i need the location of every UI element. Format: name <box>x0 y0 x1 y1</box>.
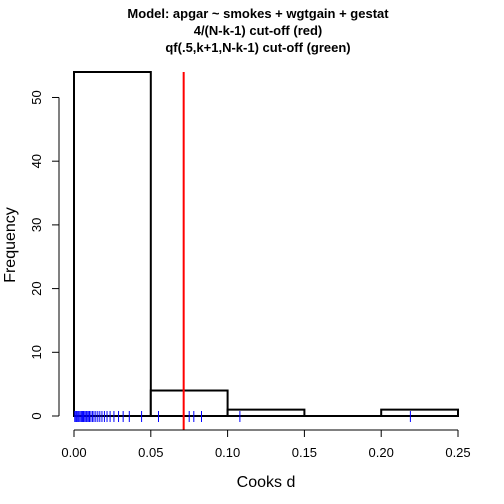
x-tick-label-3: 0.15 <box>292 445 317 460</box>
x-tick-label-1: 0.05 <box>138 445 163 460</box>
x-axis-label: Cooks d <box>237 474 296 491</box>
histogram-bar-0 <box>74 72 151 416</box>
y-tick-label-5: 50 <box>29 90 44 104</box>
y-axis: 0 10 20 30 40 50 <box>29 90 59 419</box>
y-tick-label-0: 0 <box>29 412 44 419</box>
chart-title-line-3: qf(.5,k+1,N-k-1) cut-off (green) <box>165 40 350 55</box>
x-tick-label-4: 0.20 <box>369 445 394 460</box>
y-axis-label: Frequency <box>2 207 19 283</box>
x-tick-label-5: 0.25 <box>445 445 470 460</box>
histogram-bar-4 <box>381 410 458 416</box>
x-tick-label-0: 0.00 <box>61 445 86 460</box>
histogram-bars <box>74 72 458 416</box>
y-tick-label-2: 20 <box>29 281 44 295</box>
y-tick-label-4: 40 <box>29 154 44 168</box>
y-tick-label-3: 30 <box>29 218 44 232</box>
histogram-bar-2 <box>228 410 305 416</box>
x-tick-label-2: 0.10 <box>215 445 240 460</box>
y-tick-label-1: 10 <box>29 345 44 359</box>
chart-title-line-2: 4/(N-k-1) cut-off (red) <box>194 23 323 38</box>
x-axis: 0.00 0.05 0.10 0.15 0.20 0.25 <box>61 430 470 460</box>
chart-title-line-1: Model: apgar ~ smokes + wgtgain + gestat <box>127 6 389 21</box>
